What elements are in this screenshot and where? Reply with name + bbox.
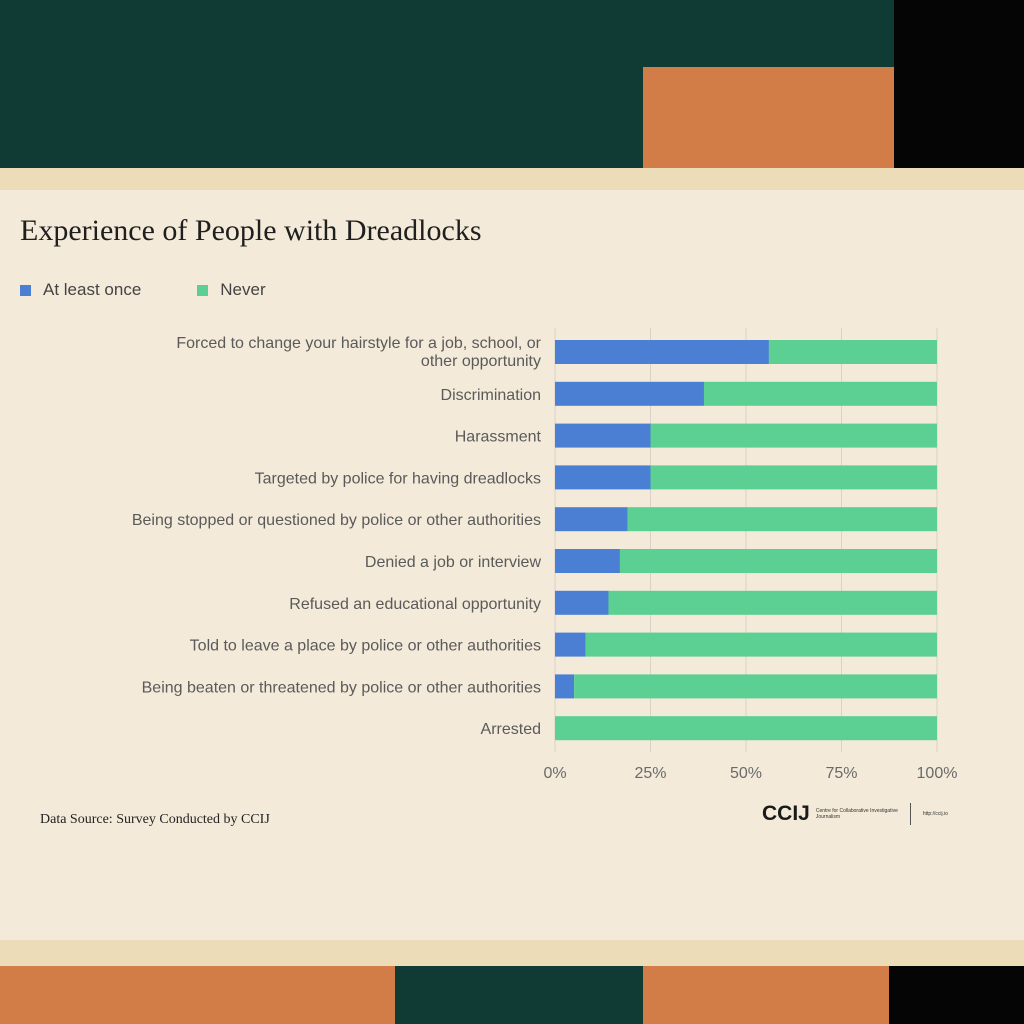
legend-item-never: Never [197,280,266,300]
bar-never-9 [555,716,937,741]
bar-at-least-once-4 [555,507,628,532]
category-label-4: Being stopped or questioned by police or… [132,512,541,529]
legend-swatch-never [197,284,209,296]
bar-never-6 [608,590,937,615]
chart-legend: At least once Never [20,280,266,300]
logo-subtitle: Centre for Collaborative Investigative J… [815,808,898,820]
x-tick-label-1: 25% [634,765,666,782]
category-label-8: Being beaten or threatened by police or … [142,679,541,696]
bar-at-least-once-1 [555,381,704,406]
chart-title: Experience of People with Dreadlocks [20,214,482,247]
bar-at-least-once-6 [555,590,609,615]
category-label-0-line-1: other opportunity [421,353,541,370]
ccij-logo: CCIJ Centre for Collaborative Investigat… [762,802,948,826]
legend-label-never: Never [220,280,266,299]
bar-never-4 [627,507,937,532]
legend-item-at-least-once: At least once [20,280,141,300]
category-label-9: Arrested [481,721,541,738]
bar-at-least-once-2 [555,423,651,448]
bar-at-least-once-7 [555,632,586,657]
card-bottom-band [0,940,1024,966]
logo-url: http://ccij.io [922,811,948,817]
bar-at-least-once-5 [555,549,620,573]
bar-never-5 [619,549,937,573]
category-label-3: Targeted by police for having dreadlocks [255,470,541,487]
bar-at-least-once-8 [555,674,575,699]
teal-block-bottom [395,966,643,1024]
legend-label-at-least-once: At least once [43,280,142,299]
bar-never-0 [768,340,937,364]
black-block-top [894,0,1024,168]
x-tick-label-0: 0% [543,765,566,782]
category-label-6: Refused an educational opportunity [289,596,541,613]
logo-mark: CCIJ [762,802,810,825]
orange-block-bottom-left [0,966,395,1024]
category-label-5: Denied a job or interview [365,554,542,571]
orange-block-top [643,67,894,168]
bar-never-1 [703,381,937,406]
category-label-7: Told to leave a place by police or other… [190,638,541,655]
x-tick-label-3: 75% [825,765,857,782]
bar-never-2 [650,423,937,448]
legend-swatch-at-least-once [20,284,31,296]
stacked-bar-chart: Forced to change your hairstyle for a jo… [132,328,958,782]
orange-block-bottom-right [643,966,889,1024]
category-label-1: Discrimination [441,387,541,404]
category-label-0-line-0: Forced to change your hairstyle for a jo… [176,335,541,352]
x-tick-label-4: 100% [917,765,958,782]
x-tick-label-2: 50% [730,765,762,782]
bar-never-8 [574,674,937,699]
logo-divider [909,803,911,825]
black-block-bottom [889,966,1024,1024]
category-label-2: Harassment [455,429,542,446]
bar-never-3 [650,465,937,490]
bar-never-7 [585,632,937,657]
data-source-note: Data Source: Survey Conducted by CCIJ [40,812,270,827]
bar-at-least-once-0 [555,340,769,364]
card-top-band [0,168,1024,190]
bar-at-least-once-3 [555,465,651,490]
